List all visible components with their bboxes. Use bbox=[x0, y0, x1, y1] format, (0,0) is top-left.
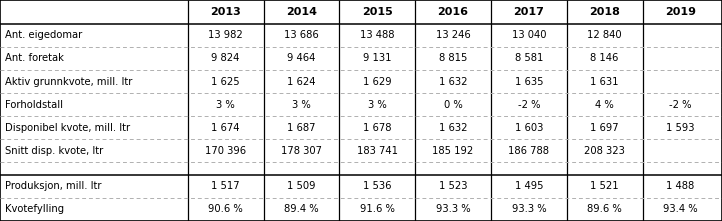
Text: 1 624: 1 624 bbox=[287, 76, 316, 87]
Text: 4 %: 4 % bbox=[596, 100, 614, 110]
Text: 1 687: 1 687 bbox=[287, 123, 316, 133]
Text: 1 678: 1 678 bbox=[363, 123, 391, 133]
Text: 3 %: 3 % bbox=[292, 100, 310, 110]
Text: -2 %: -2 % bbox=[669, 100, 692, 110]
Text: 1 509: 1 509 bbox=[287, 181, 316, 191]
Text: 2017: 2017 bbox=[513, 7, 544, 17]
Text: 1 697: 1 697 bbox=[591, 123, 619, 133]
Text: 1 523: 1 523 bbox=[439, 181, 467, 191]
Text: 185 192: 185 192 bbox=[432, 146, 474, 156]
Text: 93.3 %: 93.3 % bbox=[436, 204, 470, 214]
Text: 13 040: 13 040 bbox=[512, 30, 546, 40]
Text: 13 246: 13 246 bbox=[435, 30, 471, 40]
Text: Kvotefylling: Kvotefylling bbox=[5, 204, 64, 214]
Text: -2 %: -2 % bbox=[518, 100, 540, 110]
Text: 2018: 2018 bbox=[589, 7, 620, 17]
Text: 89.4 %: 89.4 % bbox=[284, 204, 318, 214]
Text: 1 488: 1 488 bbox=[666, 181, 695, 191]
Text: 0 %: 0 % bbox=[444, 100, 462, 110]
Text: 93.3 %: 93.3 % bbox=[512, 204, 546, 214]
Text: 8 815: 8 815 bbox=[439, 53, 467, 63]
Text: 1 632: 1 632 bbox=[439, 123, 467, 133]
Text: 89.6 %: 89.6 % bbox=[587, 204, 622, 214]
Text: 178 307: 178 307 bbox=[281, 146, 322, 156]
Text: 1 495: 1 495 bbox=[515, 181, 543, 191]
Text: Snitt disp. kvote, ltr: Snitt disp. kvote, ltr bbox=[5, 146, 103, 156]
Text: 3 %: 3 % bbox=[217, 100, 235, 110]
Text: 13 488: 13 488 bbox=[360, 30, 394, 40]
Text: 90.6 %: 90.6 % bbox=[208, 204, 243, 214]
Text: 1 603: 1 603 bbox=[515, 123, 543, 133]
Text: 13 982: 13 982 bbox=[208, 30, 243, 40]
Text: Ant. foretak: Ant. foretak bbox=[5, 53, 64, 63]
Text: 1 635: 1 635 bbox=[515, 76, 543, 87]
Text: 1 674: 1 674 bbox=[212, 123, 240, 133]
Text: 91.6 %: 91.6 % bbox=[360, 204, 395, 214]
Text: 1 631: 1 631 bbox=[591, 76, 619, 87]
Text: 12 840: 12 840 bbox=[588, 30, 622, 40]
Text: 186 788: 186 788 bbox=[508, 146, 549, 156]
Text: Aktiv grunnkvote, mill. ltr: Aktiv grunnkvote, mill. ltr bbox=[5, 76, 132, 87]
Text: Forholdstall: Forholdstall bbox=[5, 100, 63, 110]
Text: 8 146: 8 146 bbox=[591, 53, 619, 63]
Text: 2015: 2015 bbox=[362, 7, 393, 17]
Text: 9 131: 9 131 bbox=[363, 53, 391, 63]
Text: Ant. eigedomar: Ant. eigedomar bbox=[5, 30, 82, 40]
Text: 170 396: 170 396 bbox=[205, 146, 246, 156]
Text: Produksjon, mill. ltr: Produksjon, mill. ltr bbox=[5, 181, 102, 191]
Text: 2016: 2016 bbox=[438, 7, 469, 17]
Text: 1 517: 1 517 bbox=[212, 181, 240, 191]
Text: 3 %: 3 % bbox=[368, 100, 386, 110]
Text: 1 632: 1 632 bbox=[439, 76, 467, 87]
Text: 2019: 2019 bbox=[665, 7, 696, 17]
Text: 208 323: 208 323 bbox=[584, 146, 625, 156]
Text: 183 741: 183 741 bbox=[357, 146, 398, 156]
Text: 1 593: 1 593 bbox=[666, 123, 695, 133]
Text: 1 625: 1 625 bbox=[212, 76, 240, 87]
Text: 1 521: 1 521 bbox=[591, 181, 619, 191]
Text: 2013: 2013 bbox=[210, 7, 241, 17]
Text: Disponibel kvote, mill. ltr: Disponibel kvote, mill. ltr bbox=[5, 123, 130, 133]
Text: 1 629: 1 629 bbox=[363, 76, 391, 87]
Text: 13 686: 13 686 bbox=[284, 30, 319, 40]
Text: 2014: 2014 bbox=[286, 7, 317, 17]
Text: 8 581: 8 581 bbox=[515, 53, 543, 63]
Text: 9 824: 9 824 bbox=[212, 53, 240, 63]
Text: 9 464: 9 464 bbox=[287, 53, 316, 63]
Text: 1 536: 1 536 bbox=[363, 181, 391, 191]
Text: 93.4 %: 93.4 % bbox=[664, 204, 697, 214]
